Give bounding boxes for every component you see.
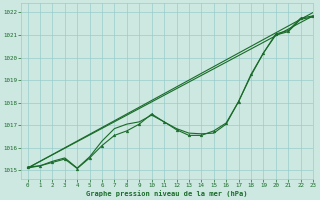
- X-axis label: Graphe pression niveau de la mer (hPa): Graphe pression niveau de la mer (hPa): [86, 190, 248, 197]
